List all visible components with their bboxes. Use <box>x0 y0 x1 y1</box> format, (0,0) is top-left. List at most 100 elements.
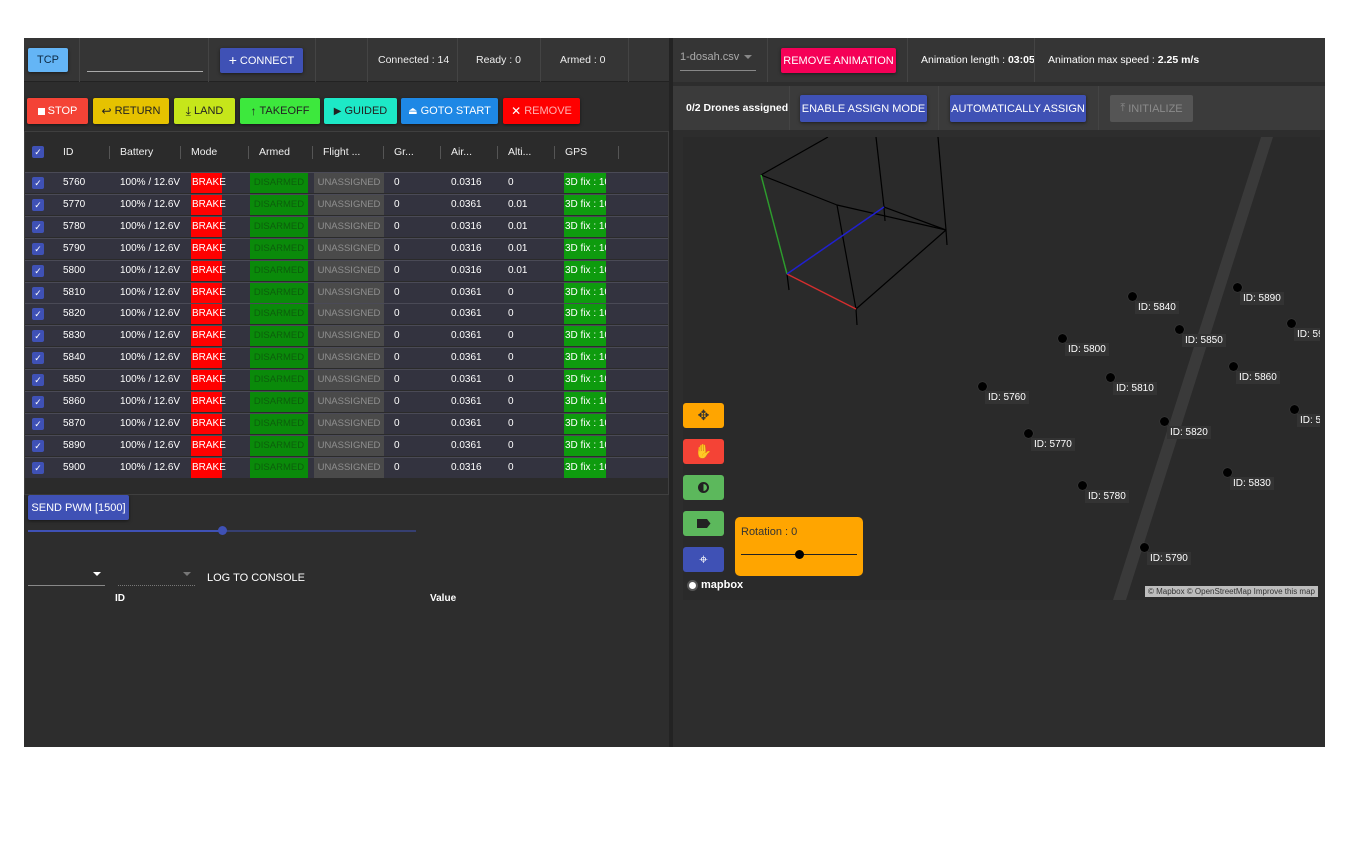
armed-status: DISARMED <box>250 326 308 347</box>
gps-status: 3D fix : 10 <box>564 392 606 412</box>
column-header[interactable]: GPS <box>565 146 588 158</box>
connect-button[interactable]: + CONNECT <box>220 48 303 73</box>
map-view[interactable]: ID: 5840 ID: 5890 ID: 59 ID: 5800 ID: 5850 ID… <box>683 137 1320 600</box>
animation-length-label: Animation length : <box>921 54 1008 66</box>
stop-icon <box>37 107 45 115</box>
row-checkbox[interactable]: ✓ <box>32 286 44 299</box>
table-row[interactable]: ✓ 5850 100% / 12.6V BRAKE DISARMED UNASSIGNED… <box>25 369 668 391</box>
enable-assign-mode-button[interactable]: ENABLE ASSIGN MODE <box>800 95 927 122</box>
drone-dot-icon <box>1290 405 1299 414</box>
return-button[interactable]: ↩ RETURN <box>93 98 169 124</box>
row-checkbox[interactable]: ✓ <box>32 264 44 277</box>
animation-speed-label: Animation max speed : <box>1048 54 1158 66</box>
animation-file-name: 1-dosah.csv <box>680 51 740 63</box>
stop-button[interactable]: STOP <box>27 98 88 124</box>
locate-button[interactable]: ⌖ <box>683 547 724 572</box>
altitude-value: 0 <box>508 308 514 320</box>
table-row[interactable]: ✓ 5810 100% / 12.6V BRAKE DISARMED UNASSIGNED… <box>25 281 668 303</box>
row-checkbox[interactable]: ✓ <box>32 396 44 408</box>
guided-button[interactable]: ▶ GUIDED <box>324 98 397 124</box>
air-speed-value: 0.0361 <box>451 417 482 429</box>
column-header[interactable]: Mode <box>191 146 218 158</box>
goto-start-button[interactable]: ⏏ GOTO START <box>401 98 498 124</box>
row-checkbox[interactable]: ✓ <box>32 177 44 189</box>
land-button[interactable]: ⤓ LAND <box>174 98 235 124</box>
contrast-tool-button[interactable] <box>683 475 724 500</box>
column-header[interactable]: ID <box>63 146 74 158</box>
rotation-slider-thumb[interactable] <box>795 550 804 559</box>
drone-label: ID: 59 <box>1294 328 1320 341</box>
air-speed-value: 0.0316 <box>451 220 482 232</box>
armed-status: DISARMED <box>250 348 308 369</box>
row-checkbox[interactable]: ✓ <box>32 417 44 430</box>
map-attribution[interactable]: © Mapbox © OpenStreetMap Improve this ma… <box>1145 586 1318 597</box>
table-row[interactable]: ✓ 5760 100% / 12.6V BRAKE DISARMED UNASSIGNED… <box>25 172 668 193</box>
drone-dot-icon <box>1078 481 1087 490</box>
row-checkbox[interactable]: ✓ <box>32 242 44 255</box>
row-checkbox[interactable]: ✓ <box>32 330 44 343</box>
table-row[interactable]: ✓ 5890 100% / 12.6V BRAKE DISARMED UNASSIGNED… <box>25 434 668 456</box>
column-header[interactable]: Battery <box>120 146 154 158</box>
air-speed-value: 0.0361 <box>451 286 482 298</box>
drone-dot-icon <box>1058 334 1067 343</box>
row-checkbox[interactable]: ✓ <box>32 374 44 387</box>
column-header[interactable]: Gr... <box>394 146 414 158</box>
id-select[interactable] <box>28 568 105 586</box>
tcp-button[interactable]: TCP <box>28 48 68 72</box>
column-separator <box>440 146 441 159</box>
stop-hand-button[interactable]: ✋ <box>683 439 724 464</box>
select-all-checkbox[interactable]: ✓ <box>32 146 44 158</box>
table-row[interactable]: ✓ 5840 100% / 12.6V BRAKE DISARMED UNASSIGNED… <box>25 347 668 369</box>
separator <box>540 38 541 82</box>
row-checkbox[interactable]: ✓ <box>32 308 44 321</box>
column-header[interactable]: Flight ... <box>323 146 361 158</box>
send-pwm-button[interactable]: SEND PWM [1500] <box>28 495 129 520</box>
table-row[interactable]: ✓ 5830 100% / 12.6V BRAKE DISARMED UNASSIGNED… <box>25 325 668 347</box>
row-checkbox[interactable]: ✓ <box>32 461 44 474</box>
animation-file-select[interactable]: 1-dosah.csv <box>680 51 756 71</box>
host-input[interactable] <box>87 54 203 72</box>
table-row[interactable]: ✓ 5820 100% / 12.6V BRAKE DISARMED UNASSIGNED… <box>25 303 668 325</box>
move-tool-button[interactable]: ✥ <box>683 403 724 428</box>
row-checkbox[interactable]: ✓ <box>32 352 44 365</box>
air-speed-value: 0.0316 <box>451 177 482 188</box>
table-row[interactable]: ✓ 5790 100% / 12.6V BRAKE DISARMED UNASSIGNED… <box>25 237 668 259</box>
flight-status: UNASSIGNED <box>314 238 384 259</box>
remove-animation-button[interactable]: REMOVE ANIMATION <box>781 48 896 73</box>
rotation-slider[interactable] <box>741 550 857 560</box>
column-header[interactable]: Air... <box>451 146 473 158</box>
table-row[interactable]: ✓ 5780 100% / 12.6V BRAKE DISARMED UNASSIGNED… <box>25 215 668 237</box>
table-row[interactable]: ✓ 5770 100% / 12.6V BRAKE DISARMED UNASSIGNED… <box>25 193 668 215</box>
battery-value: 100% / 12.6V <box>120 264 181 276</box>
right-panel: 1-dosah.csv REMOVE ANIMATION Animation l… <box>669 38 1325 747</box>
row-checkbox[interactable]: ✓ <box>32 439 44 452</box>
row-checkbox[interactable]: ✓ <box>32 198 44 211</box>
ground-speed-value: 0 <box>394 461 400 473</box>
column-header[interactable]: Alti... <box>508 146 532 158</box>
altitude-value: 0.01 <box>508 198 528 210</box>
animation-speed: Animation max speed : 2.25 m/s <box>1048 54 1199 66</box>
table-row[interactable]: ✓ 5860 100% / 12.6V BRAKE DISARMED UNASSIGNED… <box>25 391 668 412</box>
auto-assign-button[interactable]: AUTOMATICALLY ASSIGN <box>950 95 1086 122</box>
row-checkbox[interactable]: ✓ <box>32 220 44 233</box>
axis-z <box>786 206 885 275</box>
remove-button[interactable]: ✕ REMOVE <box>503 98 580 124</box>
value-select[interactable] <box>118 568 195 586</box>
table-row[interactable]: ✓ 5870 100% / 12.6V BRAKE DISARMED UNASSIGNED… <box>25 412 668 434</box>
table-row[interactable]: ✓ 5800 100% / 12.6V BRAKE DISARMED UNASSIGNED… <box>25 259 668 281</box>
table-row[interactable]: ✓ 5900 100% / 12.6V BRAKE DISARMED UNASSIGNED… <box>25 456 668 478</box>
log-to-console-button[interactable]: LOG TO CONSOLE <box>207 572 306 584</box>
armed-status: DISARMED <box>250 173 308 193</box>
pwm-slider-thumb[interactable] <box>218 526 227 535</box>
column-header[interactable]: Armed <box>259 146 290 158</box>
mapbox-logo-text: mapbox <box>701 579 744 591</box>
altitude-value: 0 <box>508 177 514 188</box>
mode-value: BRAKE <box>191 370 226 391</box>
initialize-button[interactable]: ⤒ INITIALIZE <box>1110 95 1193 122</box>
close-icon: ✕ <box>511 104 522 118</box>
return-arrow-icon: ↩ <box>101 104 112 118</box>
flight-status: UNASSIGNED <box>314 282 384 303</box>
label-tool-button[interactable] <box>683 511 724 536</box>
takeoff-button[interactable]: ↑ TAKEOFF <box>240 98 320 124</box>
pwm-slider[interactable] <box>28 526 416 536</box>
